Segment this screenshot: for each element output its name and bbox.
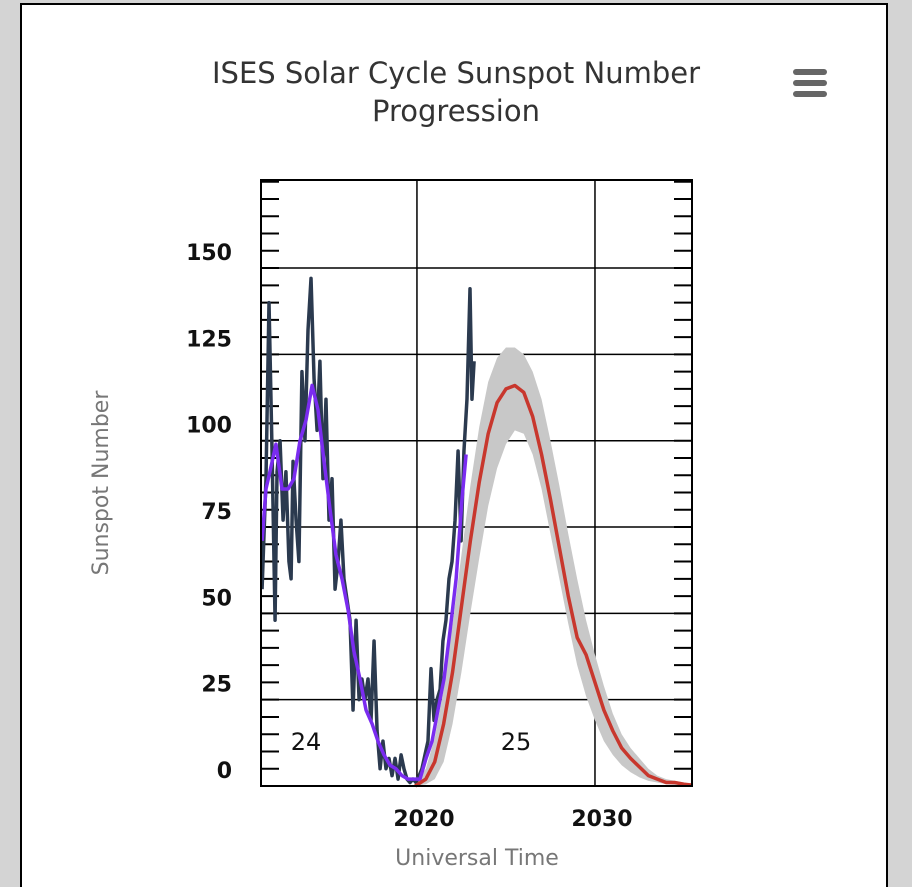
series-line <box>260 276 476 785</box>
y-tick-label: 0 <box>217 759 232 784</box>
annotation: 24 <box>291 728 322 756</box>
menu-bar <box>793 69 827 75</box>
y-tick-label: 150 <box>186 241 232 266</box>
x-tick-label: 2020 <box>393 807 454 832</box>
y-tick-label: 100 <box>186 414 232 439</box>
plot-border <box>260 179 693 787</box>
menu-bar <box>793 80 827 86</box>
series-line <box>414 383 692 788</box>
y-tick-label: 125 <box>186 327 232 352</box>
chart-title: ISES Solar Cycle Sunspot Number Progress… <box>211 56 700 128</box>
menu-bar <box>793 91 827 97</box>
y-tick-label: 75 <box>201 500 232 525</box>
menu-button[interactable] <box>793 69 827 97</box>
y-tick-label: 50 <box>201 586 232 611</box>
annotation: 25 <box>501 728 532 756</box>
x-tick-label: 2030 <box>571 807 632 832</box>
y-axis-title: Sunspot Number <box>89 390 114 576</box>
x-axis-title: Universal Time <box>395 846 559 871</box>
y-tick-label: 25 <box>201 673 232 698</box>
chart-panel <box>20 3 888 887</box>
series-line <box>260 383 468 781</box>
